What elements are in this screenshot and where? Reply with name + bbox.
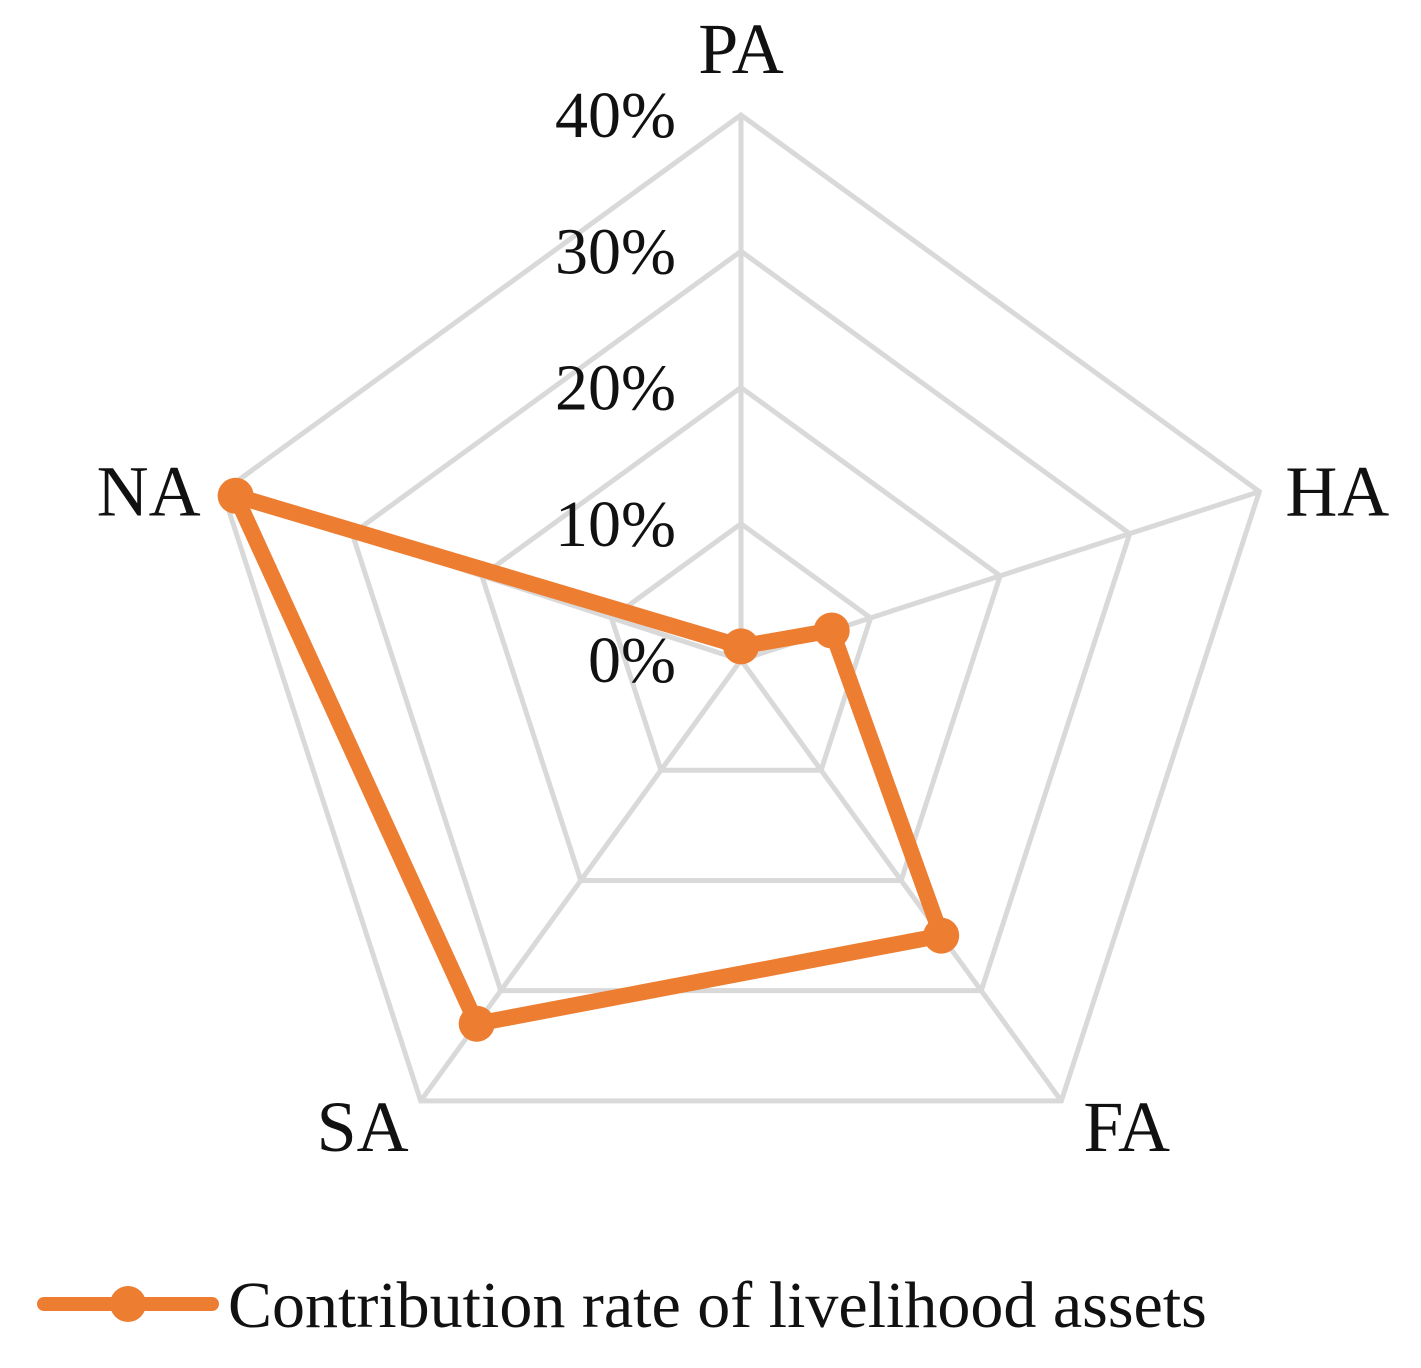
data-point-pa xyxy=(723,628,759,665)
category-label-pa: PA xyxy=(698,9,783,89)
grid-ring-2 xyxy=(478,384,1004,883)
radar-grid xyxy=(219,111,1263,1104)
category-labels: PA HA FA SA NA xyxy=(97,9,1390,1167)
tick-label: 30% xyxy=(555,215,676,288)
radial-axis-ticks: 0% 10% 20% 30% 40% xyxy=(555,79,676,697)
data-point-ha xyxy=(813,612,850,649)
grid-ring-3 xyxy=(349,248,1133,994)
data-point-fa xyxy=(923,917,960,954)
spoke-fa xyxy=(738,658,1064,1103)
category-label-fa: FA xyxy=(1083,1087,1170,1167)
tick-label: 10% xyxy=(555,488,676,561)
grid-ring-4 xyxy=(219,111,1263,1104)
series-line-0 xyxy=(227,487,950,1032)
data-point-sa xyxy=(458,1005,495,1042)
series-layer xyxy=(217,477,960,1042)
tick-label: 0% xyxy=(588,624,676,697)
tick-label: 20% xyxy=(555,352,676,425)
legend: Contribution rate of livelihood assets xyxy=(37,1269,1207,1342)
legend-dot-marker xyxy=(110,1286,146,1322)
category-label-ha: HA xyxy=(1285,452,1389,532)
tick-label: 40% xyxy=(555,79,676,152)
category-label-sa: SA xyxy=(317,1087,409,1167)
category-label-na: NA xyxy=(97,452,201,532)
data-point-na xyxy=(217,477,254,514)
legend-label: Contribution rate of livelihood assets xyxy=(228,1269,1207,1342)
grid-ring-1 xyxy=(608,520,874,773)
